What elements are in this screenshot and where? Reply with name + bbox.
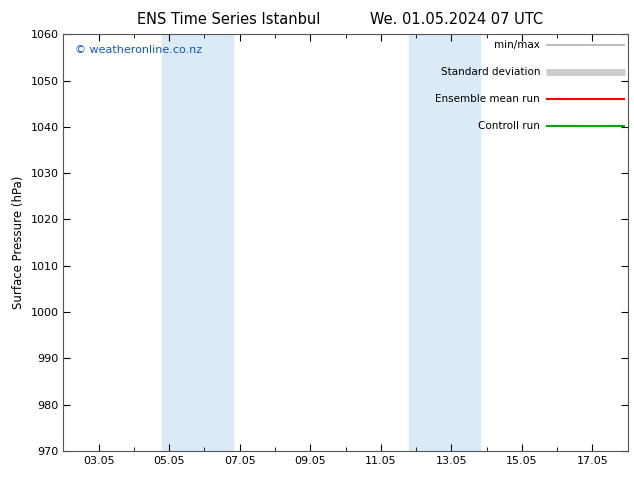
Text: We. 01.05.2024 07 UTC: We. 01.05.2024 07 UTC — [370, 12, 543, 27]
Y-axis label: Surface Pressure (hPa): Surface Pressure (hPa) — [12, 176, 25, 309]
Bar — [162, 34, 233, 451]
Text: Ensemble mean run: Ensemble mean run — [436, 94, 540, 104]
Bar — [409, 34, 479, 451]
Text: Standard deviation: Standard deviation — [441, 67, 540, 77]
Text: © weatheronline.co.nz: © weatheronline.co.nz — [75, 45, 202, 55]
Text: min/max: min/max — [495, 40, 540, 49]
Text: Controll run: Controll run — [478, 121, 540, 131]
Text: ENS Time Series Istanbul: ENS Time Series Istanbul — [136, 12, 320, 27]
